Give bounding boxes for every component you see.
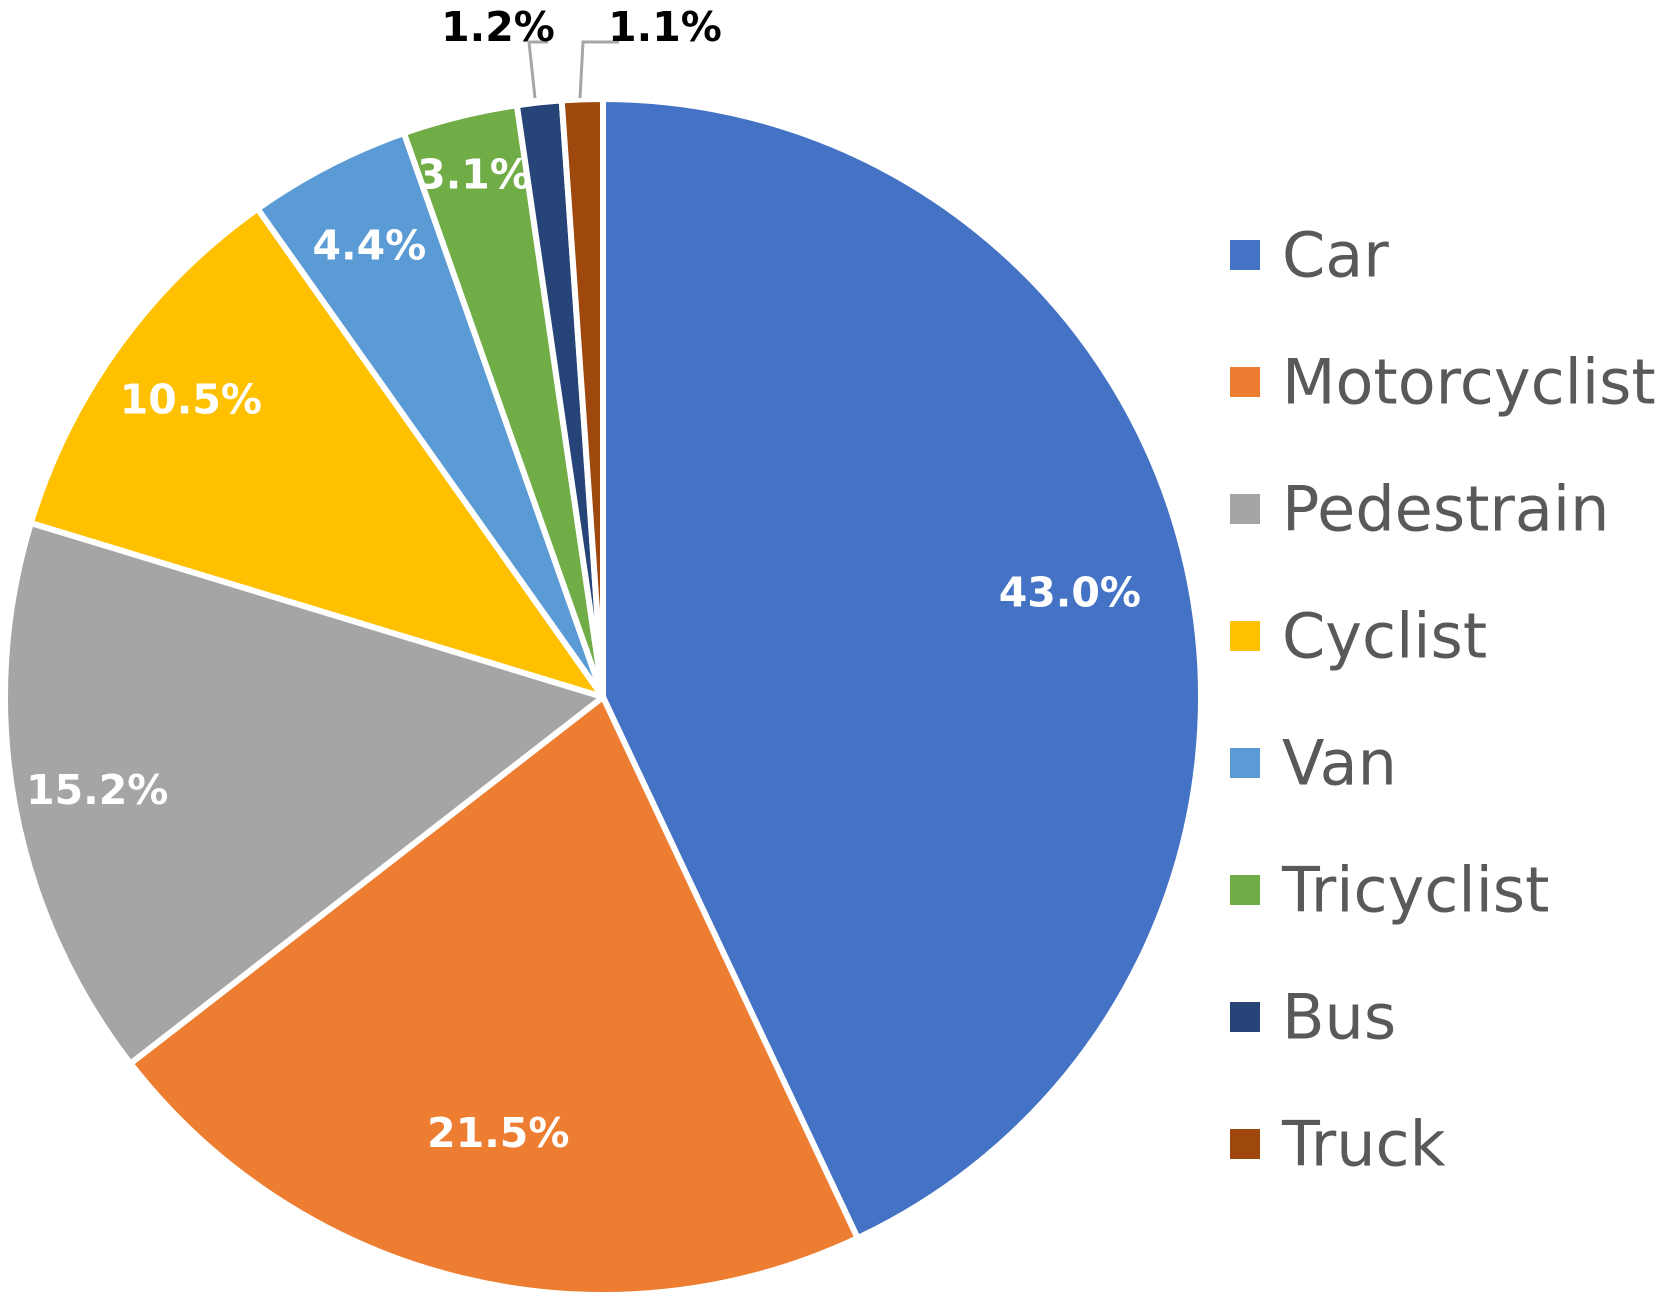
data-label-bus: 1.2%	[441, 3, 555, 51]
legend-label-cyclist: Cyclist	[1282, 600, 1487, 673]
pie-slice-van	[254, 130, 606, 700]
legend-item-van: Van	[1230, 727, 1397, 800]
pie-slice-cyclist	[27, 205, 606, 700]
legend-swatch-truck	[1230, 1129, 1260, 1159]
data-label-car: 43.0%	[999, 569, 1141, 617]
data-label-motorcyclist: 21.5%	[427, 1109, 569, 1157]
data-labels: 43.0% 21.5% 15.2% 10.5% 4.4% 3.1% 1.2% 1.1%	[26, 3, 1141, 1157]
legend-label-van: Van	[1282, 727, 1397, 800]
legend-label-bus: Bus	[1282, 981, 1396, 1054]
legend-label-motorcyclist: Motorcyclist	[1282, 346, 1656, 419]
leader-lines	[527, 40, 619, 99]
data-label-truck: 1.1%	[608, 3, 722, 51]
pie-slices	[2, 96, 1204, 1299]
data-label-pedestrain: 15.2%	[26, 766, 168, 814]
legend-item-truck: Truck	[1230, 1108, 1446, 1181]
legend: Car Motorcyclist Pedestrain Cyclist Van Tricy…	[1230, 219, 1656, 1181]
pie-slice-truck	[558, 96, 606, 700]
legend-swatch-bus	[1230, 1002, 1260, 1032]
legend-swatch-tricyclist	[1230, 875, 1260, 905]
legend-swatch-cyclist	[1230, 621, 1260, 651]
legend-item-car: Car	[1230, 219, 1389, 292]
legend-label-truck: Truck	[1281, 1108, 1446, 1181]
legend-item-pedestrain: Pedestrain	[1230, 473, 1609, 546]
legend-swatch-motorcyclist	[1230, 367, 1260, 397]
pie-slice-car	[600, 96, 1204, 1242]
legend-item-tricyclist: Tricyclist	[1230, 854, 1549, 927]
data-label-tricyclist: 3.1%	[417, 150, 531, 198]
data-label-cyclist: 10.5%	[120, 376, 262, 424]
legend-label-tricyclist: Tricyclist	[1281, 854, 1549, 927]
pie-slice-pedestrain	[2, 519, 606, 1067]
legend-item-motorcyclist: Motorcyclist	[1230, 346, 1656, 419]
legend-swatch-pedestrain	[1230, 494, 1260, 524]
leader-line-truck	[578, 40, 619, 99]
legend-label-pedestrain: Pedestrain	[1282, 473, 1609, 546]
legend-label-car: Car	[1282, 219, 1389, 292]
pie-slice-motorcyclist	[127, 694, 861, 1299]
legend-item-cyclist: Cyclist	[1230, 600, 1487, 673]
legend-swatch-van	[1230, 748, 1260, 778]
legend-swatch-car	[1230, 240, 1260, 270]
data-label-van: 4.4%	[313, 222, 427, 270]
leader-line-bus	[527, 40, 548, 99]
legend-item-bus: Bus	[1230, 981, 1396, 1054]
